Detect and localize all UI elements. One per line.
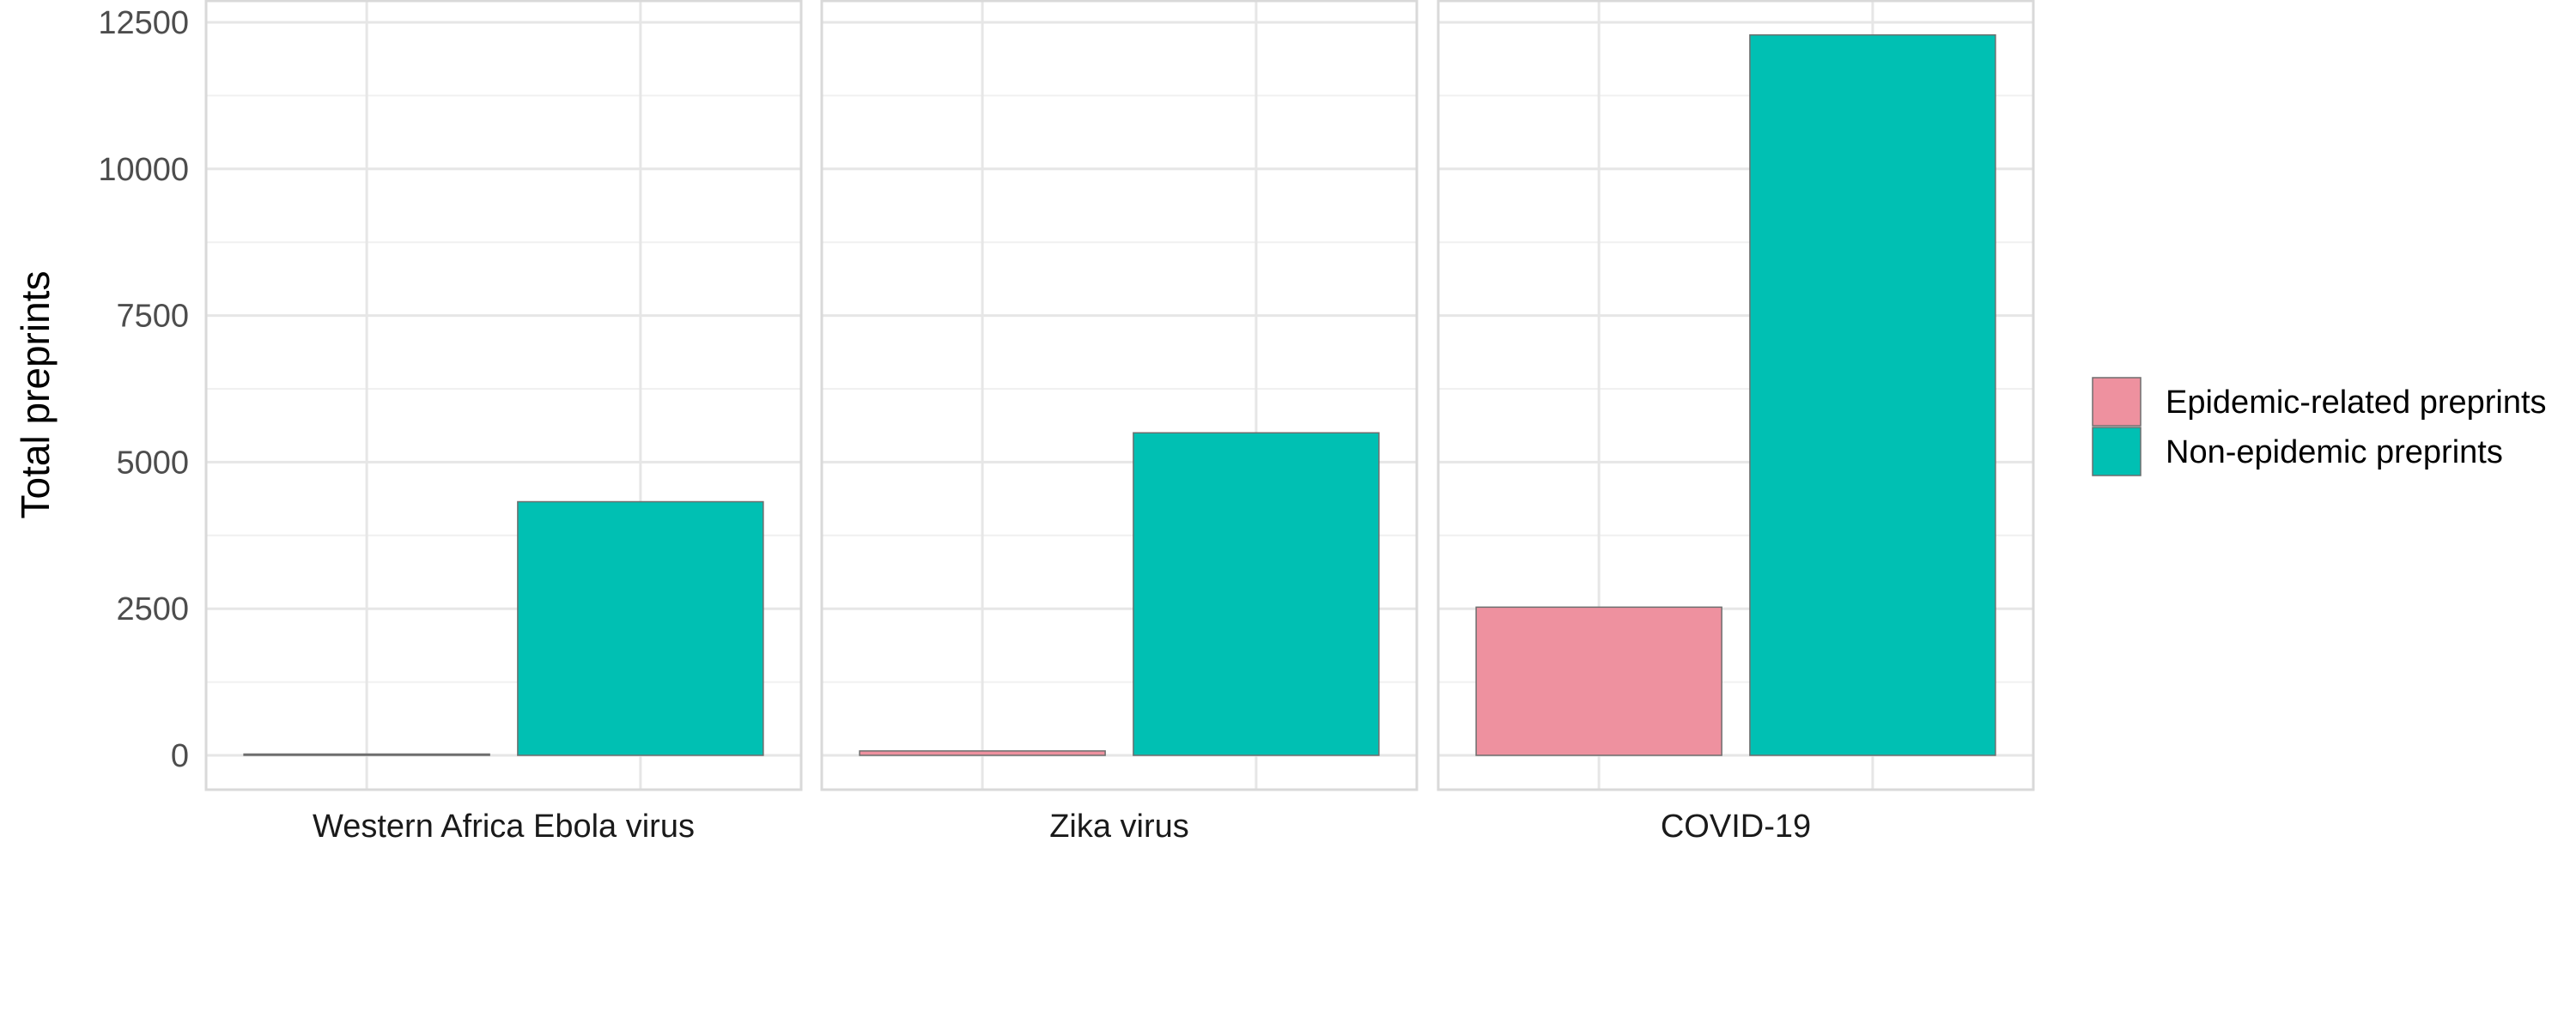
legend-key xyxy=(2092,377,2142,427)
y-tick-label: 2500 xyxy=(116,591,189,627)
bar-non-epidemic-preprints-covid-19 xyxy=(1749,33,1996,756)
bar-epidemic-related-preprints-covid-19 xyxy=(1475,606,1722,756)
bar-epidemic-related-preprints-western-africa-ebola-virus xyxy=(243,753,490,756)
facet-label-zika-virus: Zika virus xyxy=(1049,809,1189,845)
y-tick-label: 7500 xyxy=(116,299,189,335)
y-tick-label: 12500 xyxy=(98,5,189,41)
bar-non-epidemic-preprints-zika-virus xyxy=(1133,432,1380,756)
y-tick-label: 5000 xyxy=(116,445,189,481)
legend-label: Epidemic-related preprints xyxy=(2166,385,2547,421)
y-tick-label: 10000 xyxy=(98,152,189,188)
panel-border xyxy=(1437,0,2035,791)
legend-key xyxy=(2092,427,2142,476)
y-axis-title: Total preprints xyxy=(13,271,58,519)
legend-item-epidemic-related-preprints: Epidemic-related preprints xyxy=(2092,377,2547,427)
legend: Epidemic-related preprints Non-epidemic p… xyxy=(2092,377,2547,476)
panel-western-africa-ebola-virus xyxy=(204,0,803,791)
facet-panels xyxy=(204,0,2035,791)
bar-non-epidemic-preprints-western-africa-ebola-virus xyxy=(517,500,764,756)
panel-zika-virus xyxy=(820,0,1419,791)
facet-labels: Western Africa Ebola virus Zika virus COVI… xyxy=(313,809,1811,845)
panel-border xyxy=(820,0,1419,791)
facet-label-covid-19: COVID-19 xyxy=(1661,809,1811,845)
panel-border xyxy=(204,0,803,791)
legend-label: Non-epidemic preprints xyxy=(2166,434,2503,470)
panel-covid-19 xyxy=(1437,0,2035,791)
legend-item-non-epidemic-preprints: Non-epidemic preprints xyxy=(2092,427,2503,476)
facet-label-western-africa-ebola-virus: Western Africa Ebola virus xyxy=(313,809,695,845)
y-tick-label: 0 xyxy=(171,738,189,774)
y-axis: 0 2500 5000 7500 10000 12500 xyxy=(98,5,189,774)
bar-epidemic-related-preprints-zika-virus xyxy=(859,750,1106,756)
